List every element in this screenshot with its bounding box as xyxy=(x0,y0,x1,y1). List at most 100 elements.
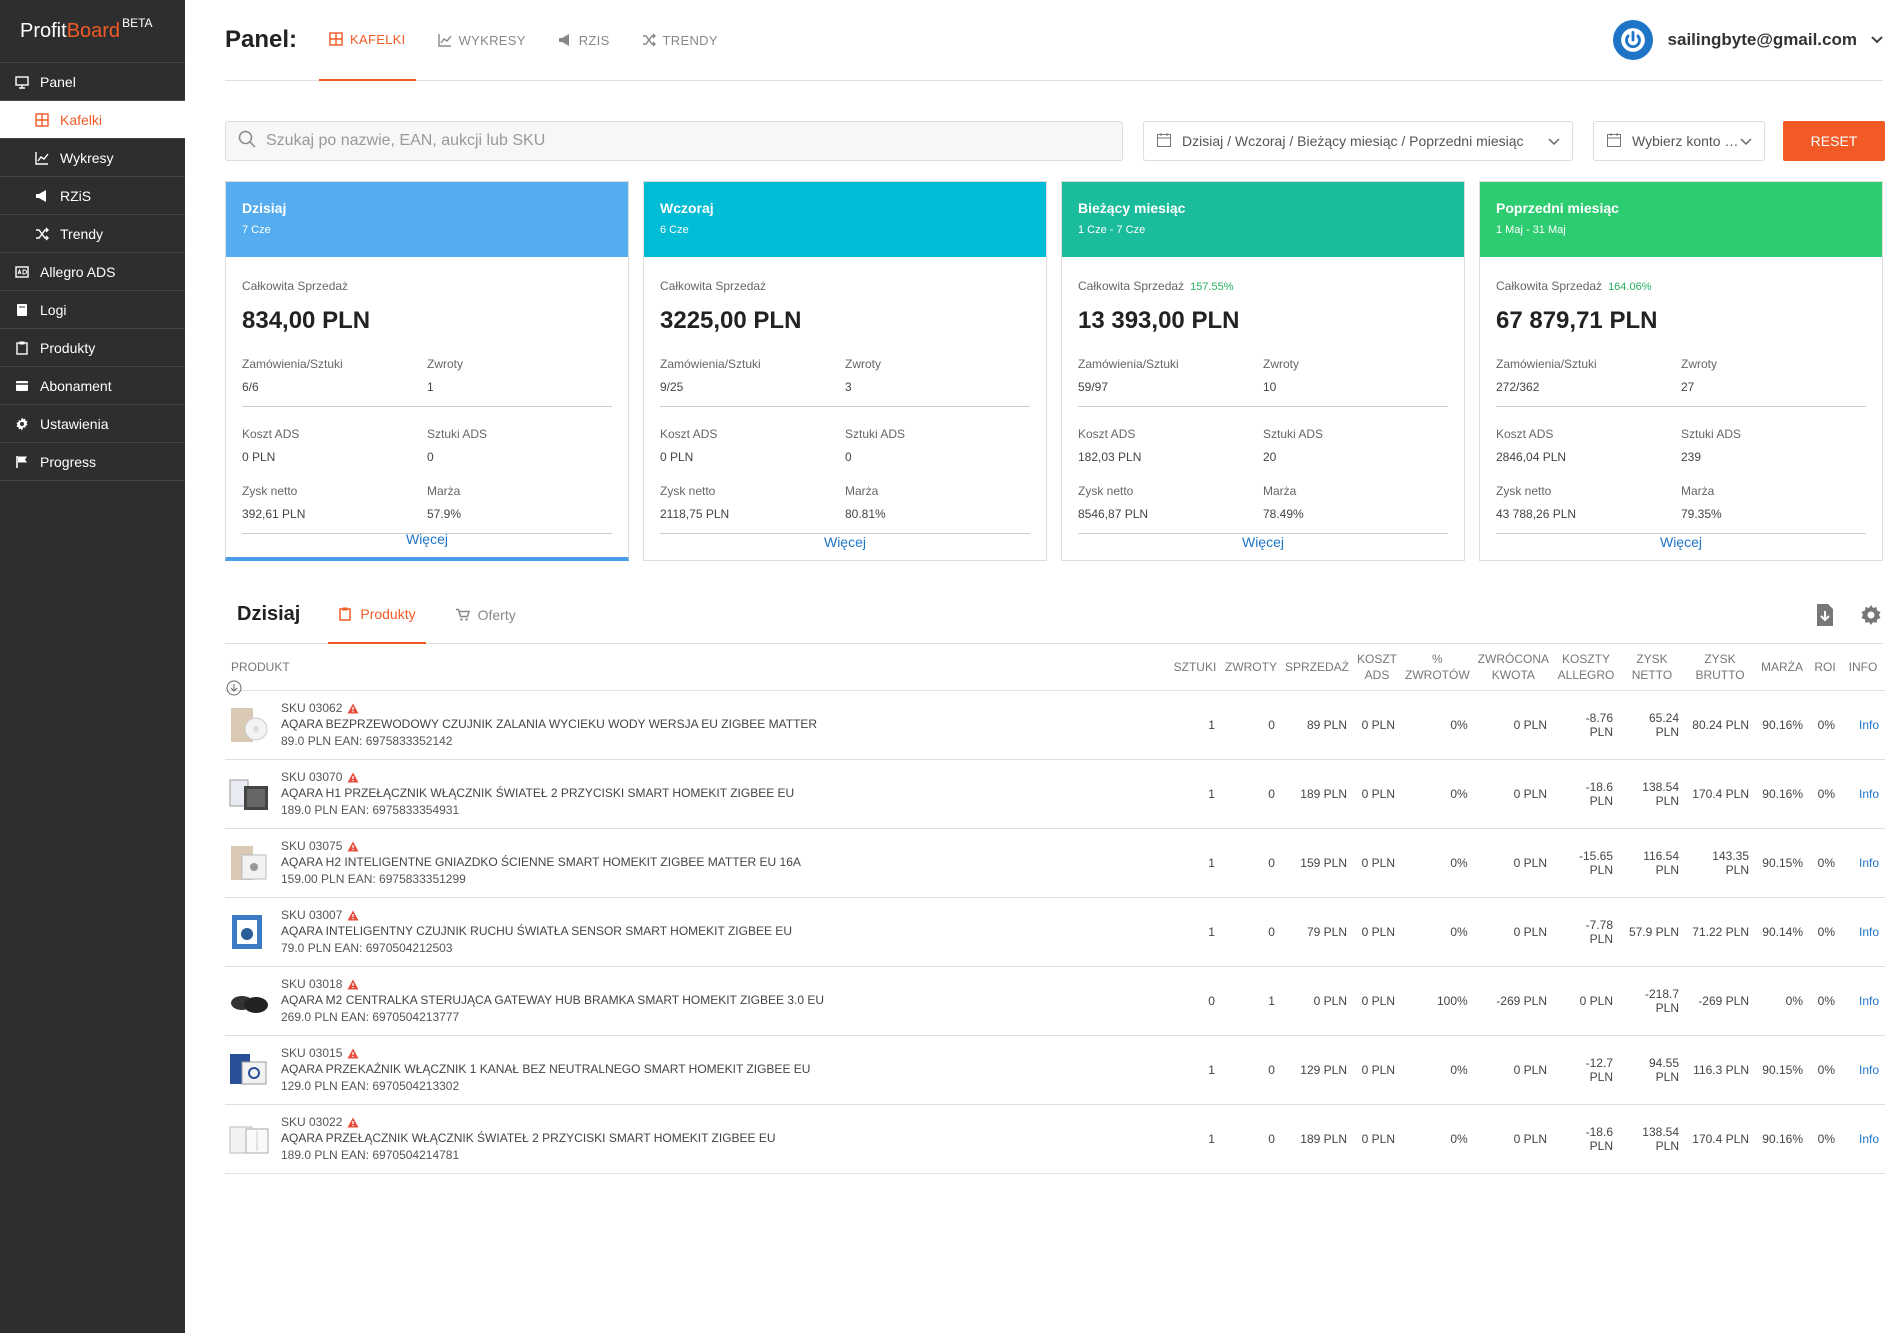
product-name[interactable]: AQARA PRZEŁĄCZNIK WŁĄCZNIK ŚWIATEŁ 2 PRZ… xyxy=(281,1131,776,1146)
reset-button[interactable]: RESET xyxy=(1783,121,1885,161)
sidebar-item-wykresy[interactable]: Wykresy xyxy=(0,139,185,177)
tab-produkty[interactable]: Produkty xyxy=(328,586,426,644)
sidebar-item-ustawienia[interactable]: Ustawienia xyxy=(0,405,185,443)
column-header[interactable]: ZYSK BRUTTO xyxy=(1685,646,1755,691)
margin-cell: 90.15% xyxy=(1755,1035,1809,1105)
more-link[interactable]: Więcej xyxy=(823,534,866,550)
app-logo[interactable]: Profit Board BETA xyxy=(0,0,185,63)
sidebar-item-trendy[interactable]: Trendy xyxy=(0,215,185,253)
margin-cell: 90.14% xyxy=(1755,897,1809,967)
info-link[interactable]: Info xyxy=(1841,1104,1885,1174)
column-header[interactable]: PRODUKT xyxy=(225,646,1169,691)
page-title: Panel: xyxy=(225,26,298,53)
table-row[interactable]: SKU 03062 AQARA BEZPRZEWODOWY CZUJNIK ZA… xyxy=(225,690,1885,760)
product-name[interactable]: AQARA H1 PRZEŁĄCZNIK WŁĄCZNIK ŚWIATEŁ 2 … xyxy=(281,786,795,801)
sidebar-item-logi[interactable]: Logi xyxy=(0,291,185,329)
table-row[interactable]: SKU 03022 AQARA PRZEŁĄCZNIK WŁĄCZNIK ŚWI… xyxy=(225,1104,1885,1174)
allegro-fees-cell: -12.7 PLN xyxy=(1553,1035,1619,1105)
column-header[interactable]: INFO xyxy=(1841,646,1885,691)
column-header[interactable]: KOSZTY ALLEGRO xyxy=(1553,646,1619,691)
column-header[interactable]: ROI xyxy=(1809,646,1841,691)
column-header[interactable]: ZWROTY xyxy=(1220,646,1281,691)
gear-icon[interactable] xyxy=(1859,603,1883,627)
allegro-fees-cell: -7.78 PLN xyxy=(1553,897,1619,967)
search-input[interactable] xyxy=(266,132,1106,150)
tab-oferty[interactable]: Oferty xyxy=(446,586,526,644)
column-header[interactable]: ZWRÓCONA KWOTA xyxy=(1473,646,1553,691)
product-name[interactable]: AQARA H2 INTELIGENTNE GNIAZDKO ŚCIENNE S… xyxy=(281,855,801,870)
sort-down-icon[interactable] xyxy=(226,680,242,701)
table-row[interactable]: SKU 03015 AQARA PRZEKAŹNIK WŁĄCZNIK 1 KA… xyxy=(225,1035,1885,1105)
info-link[interactable]: Info xyxy=(1841,828,1885,898)
user-menu[interactable]: sailingbyte@gmail.com xyxy=(1612,20,1883,60)
column-header[interactable]: MARŻA xyxy=(1755,646,1809,691)
sidebar-item-progress[interactable]: Progress xyxy=(0,443,185,481)
product-name[interactable]: AQARA PRZEKAŹNIK WŁĄCZNIK 1 KANAŁ BEZ NE… xyxy=(281,1062,811,1077)
sales-cell: 129 PLN xyxy=(1280,1035,1353,1105)
table-row[interactable]: SKU 03070 AQARA H1 PRZEŁĄCZNIK WŁĄCZNIK … xyxy=(225,759,1885,829)
margin-value: 80.81% xyxy=(845,507,886,521)
sidebar-item-abonament[interactable]: Abonament xyxy=(0,367,185,405)
more-link[interactable]: Więcej xyxy=(1659,534,1702,550)
table-row[interactable]: SKU 03018 AQARA M2 CENTRALKA STERUJĄCA G… xyxy=(225,966,1885,1036)
returns-cell: 0 xyxy=(1220,1035,1281,1105)
margin-cell: 0% xyxy=(1755,966,1809,1036)
sidebar-item-kafelki[interactable]: Kafelki xyxy=(0,101,185,139)
returned-amount-cell: 0 PLN xyxy=(1473,897,1553,967)
sidebar-item-label: RZiS xyxy=(60,187,92,204)
column-header[interactable]: ZYSK NETTO xyxy=(1619,646,1685,691)
search-box[interactable] xyxy=(225,121,1123,161)
more-link[interactable]: Więcej xyxy=(1241,534,1284,550)
margin-cell: 90.16% xyxy=(1755,1104,1809,1174)
gross-profit-cell: 71.22 PLN xyxy=(1685,897,1755,967)
sidebar-item-label: Progress xyxy=(40,453,97,470)
margin-label: Marża xyxy=(845,484,879,498)
sales-cell: 189 PLN xyxy=(1280,759,1353,829)
info-link[interactable]: Info xyxy=(1841,897,1885,967)
product-sku: SKU 03015 xyxy=(281,1046,343,1061)
card-title: Poprzedni miesiąc xyxy=(1496,200,1619,216)
product-name[interactable]: AQARA INTELIGENTNY CZUJNIK RUCHU ŚWIATŁA… xyxy=(281,924,792,939)
info-link[interactable]: Info xyxy=(1841,1035,1885,1105)
summary-card[interactable]: Bieżący miesiąc 1 Cze - 7 Cze Całkowita … xyxy=(1061,181,1465,561)
tab-label: KAFELKI xyxy=(350,31,406,47)
tab-kafelki[interactable]: KAFELKI xyxy=(319,0,416,81)
info-link[interactable]: Info xyxy=(1841,759,1885,829)
summary-card[interactable]: Poprzedni miesiąc 1 Maj - 31 Maj Całkowi… xyxy=(1479,181,1883,561)
sidebar-item-rzis[interactable]: RZiS xyxy=(0,177,185,215)
product-name[interactable]: AQARA BEZPRZEWODOWY CZUJNIK ZALANIA WYCI… xyxy=(281,717,818,732)
info-link[interactable]: Info xyxy=(1841,966,1885,1036)
summary-card[interactable]: Wczoraj 6 Cze Całkowita Sprzedaż 3225,00… xyxy=(643,181,1047,561)
tab-wykresy[interactable]: WYKRESY xyxy=(428,0,536,81)
export-file-icon[interactable] xyxy=(1815,603,1835,627)
total-sales: 834,00 PLN xyxy=(242,307,371,334)
column-header[interactable]: SPRZEDAŻ xyxy=(1280,646,1353,691)
more-link[interactable]: Więcej xyxy=(405,531,448,547)
tab-rzis[interactable]: RZIS xyxy=(548,0,620,81)
card-date: 1 Cze - 7 Cze xyxy=(1078,224,1146,236)
info-link[interactable]: Info xyxy=(1841,690,1885,760)
sidebar-item-panel[interactable]: Panel xyxy=(0,63,185,101)
summary-card[interactable]: Dzisiaj 7 Cze Całkowita Sprzedaż 834,00 … xyxy=(225,181,629,561)
date-range-select[interactable]: Dzisiaj / Wczoraj / Bieżący miesiąc / Po… xyxy=(1143,121,1573,161)
allegro-fees-cell: -18.6 PLN xyxy=(1553,759,1619,829)
account-select[interactable]: Wybierz konto (1) xyxy=(1593,121,1765,161)
credit-card-icon xyxy=(14,378,30,394)
sidebar-item-allegro-ads[interactable]: Allegro ADS xyxy=(0,253,185,291)
margin-value: 79.35% xyxy=(1681,507,1722,521)
megaphone-icon xyxy=(34,188,50,204)
column-header[interactable]: KOSZT ADS xyxy=(1353,646,1402,691)
product-cell: SKU 03018 AQARA M2 CENTRALKA STERUJĄCA G… xyxy=(225,966,1169,1036)
table-row[interactable]: SKU 03075 AQARA H2 INTELIGENTNE GNIAZDKO… xyxy=(225,828,1885,898)
column-header[interactable]: % ZWROTÓW xyxy=(1401,646,1474,691)
tab-trendy[interactable]: TRENDY xyxy=(632,0,728,81)
units-cell: 1 xyxy=(1168,828,1221,898)
table-row[interactable]: SKU 03007 AQARA INTELIGENTNY CZUJNIK RUC… xyxy=(225,897,1885,967)
card-body: Całkowita Sprzedaż 834,00 PLN Zamówienia… xyxy=(226,277,628,534)
product-name[interactable]: AQARA M2 CENTRALKA STERUJĄCA GATEWAY HUB… xyxy=(281,993,825,1008)
column-header[interactable]: SZTUKI xyxy=(1168,646,1221,691)
sidebar-item-produkty[interactable]: Produkty xyxy=(0,329,185,367)
column-header-label: ZWROTY xyxy=(1224,659,1277,674)
divider xyxy=(1078,406,1448,407)
column-header-label: MARŻA xyxy=(1761,659,1803,674)
